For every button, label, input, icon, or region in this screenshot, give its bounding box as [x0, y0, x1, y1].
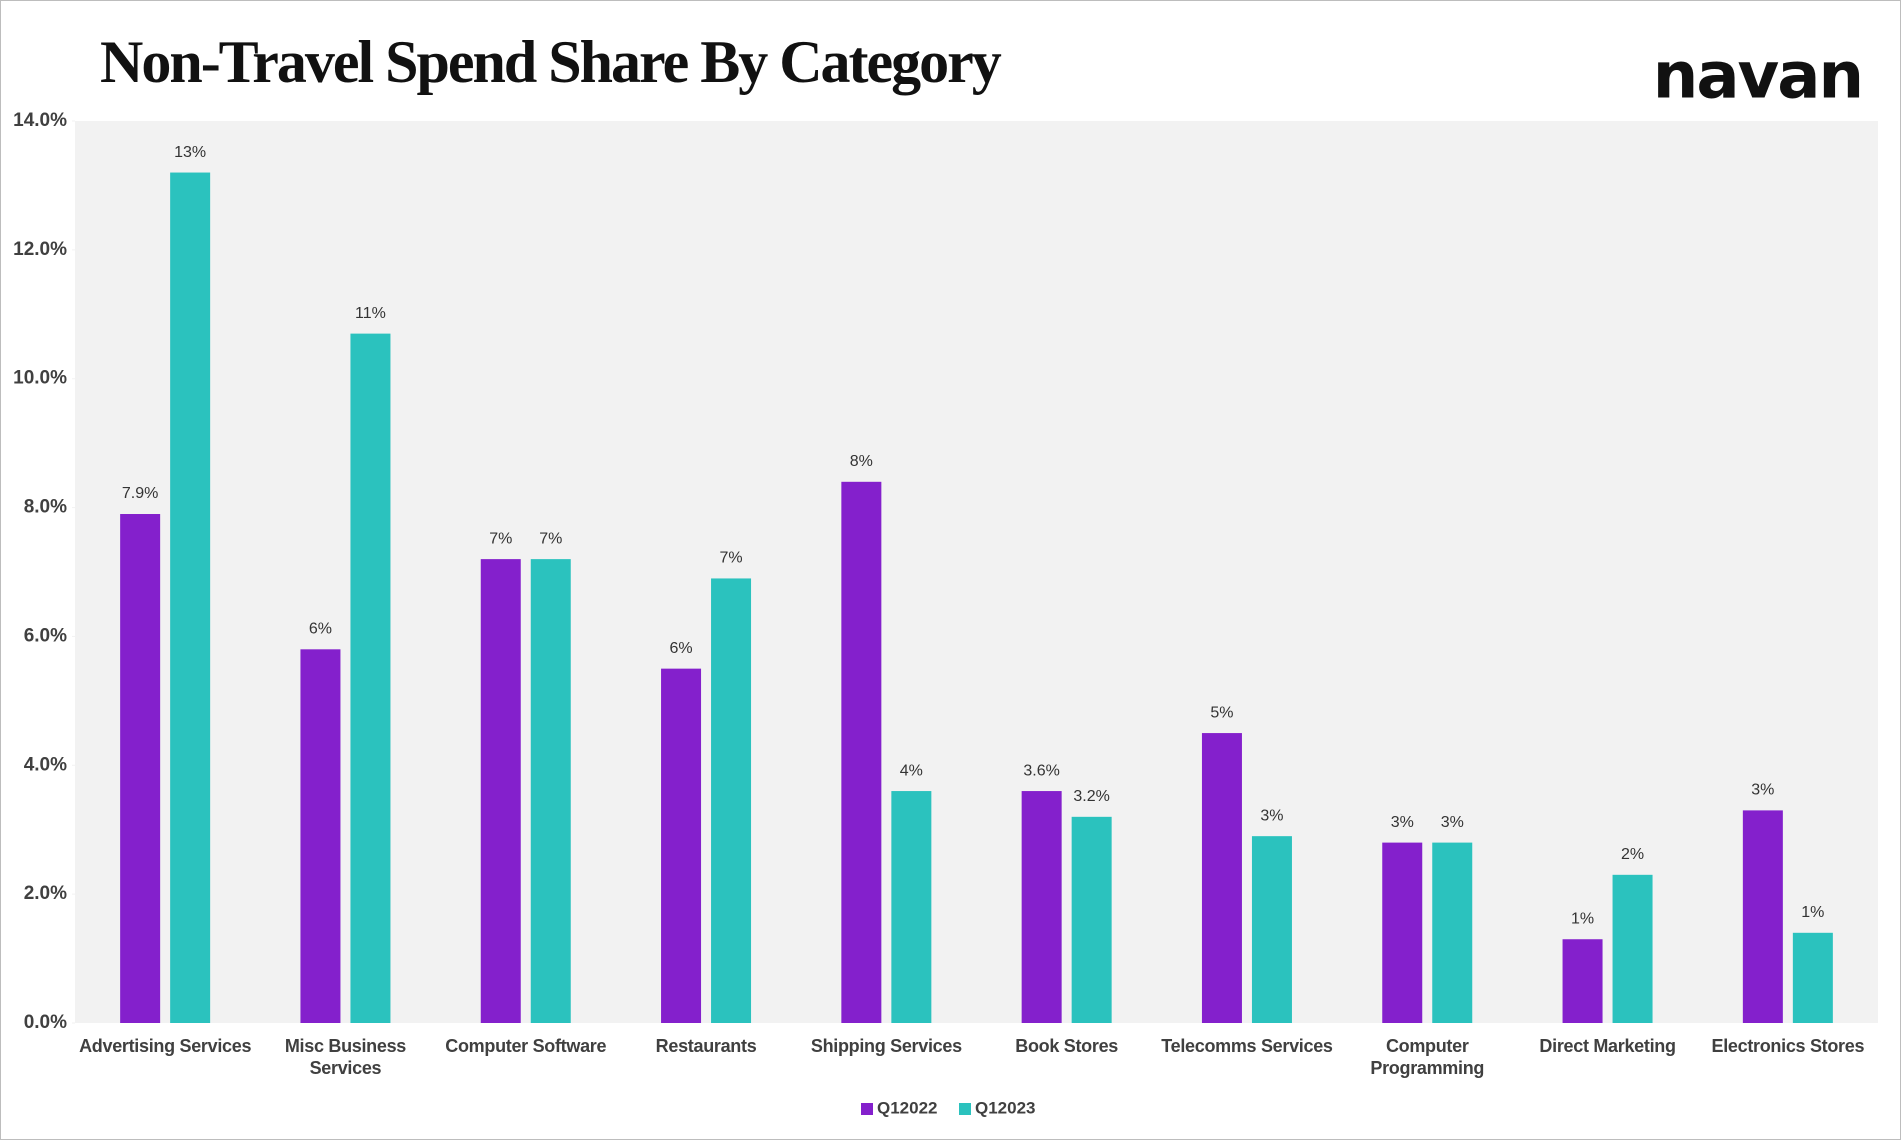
- data-label: 11%: [355, 305, 386, 322]
- data-label: 5%: [1210, 704, 1233, 721]
- data-label: 13%: [174, 144, 206, 161]
- bar: [661, 668, 702, 1023]
- x-tick-label: Restaurants: [655, 1036, 757, 1056]
- bar: [1792, 932, 1833, 1023]
- data-label: 3%: [1751, 782, 1774, 799]
- bar: [350, 333, 391, 1024]
- data-label: 3%: [1441, 814, 1464, 831]
- y-tick-label: 4.0%: [24, 754, 67, 775]
- data-label: 6%: [309, 621, 332, 638]
- data-label: 8%: [850, 453, 873, 470]
- bar: [530, 559, 571, 1023]
- y-tick-label: 10.0%: [13, 368, 67, 389]
- bar: [1742, 810, 1783, 1023]
- plot-area: [75, 121, 1878, 1023]
- data-label: 3.6%: [1023, 762, 1059, 779]
- bar: [1201, 733, 1242, 1023]
- data-label: 3%: [1391, 814, 1414, 831]
- data-label: 1%: [1571, 910, 1594, 927]
- logo: navan: [1653, 40, 1862, 114]
- bar: [1432, 842, 1473, 1023]
- y-tick-label: 6.0%: [24, 625, 67, 646]
- legend-swatch: [959, 1103, 971, 1115]
- x-tick-label: Electronics Stores: [1711, 1036, 1865, 1056]
- bar: [1251, 836, 1292, 1023]
- bar: [1071, 816, 1112, 1023]
- data-label: 3.2%: [1073, 788, 1109, 805]
- data-label: 1%: [1801, 904, 1824, 921]
- bar: [120, 514, 161, 1023]
- x-tick-label: Book Stores: [1015, 1036, 1118, 1056]
- bar: [841, 481, 882, 1023]
- bar: [480, 559, 521, 1023]
- x-tick-label: Advertising Services: [79, 1036, 252, 1056]
- bar: [711, 578, 752, 1023]
- y-tick-label: 14.0%: [13, 110, 67, 131]
- bar: [1562, 939, 1603, 1023]
- legend-label: Q12023: [975, 1098, 1036, 1117]
- data-label: 2%: [1621, 846, 1644, 863]
- data-label: 7%: [719, 550, 742, 567]
- y-tick-label: 0.0%: [24, 1012, 67, 1033]
- y-tick-label: 8.0%: [24, 497, 67, 518]
- legend-swatch: [861, 1103, 873, 1115]
- bar: [891, 791, 932, 1023]
- bar: [300, 649, 341, 1023]
- y-tick-label: 2.0%: [24, 883, 67, 904]
- bar: [1612, 874, 1653, 1023]
- legend-label: Q12022: [877, 1098, 938, 1117]
- chart-title: Non-Travel Spend Share By Category: [100, 29, 1002, 95]
- bar: [1382, 842, 1423, 1023]
- x-tick-label: Direct Marketing: [1539, 1036, 1676, 1056]
- x-tick-label: Computer Software: [445, 1036, 607, 1056]
- data-label: 7.9%: [122, 485, 158, 502]
- bar: [1021, 791, 1062, 1023]
- bar: [170, 172, 211, 1024]
- data-label: 3%: [1260, 807, 1283, 824]
- x-tick-label: Misc Business Services: [284, 1036, 407, 1078]
- y-tick-label: 12.0%: [13, 239, 67, 260]
- data-label: 7%: [539, 530, 562, 547]
- data-label: 6%: [669, 640, 692, 657]
- x-tick-label: Computer Programming: [1370, 1036, 1485, 1078]
- x-tick-label: Telecomms Services: [1161, 1036, 1333, 1056]
- x-tick-label: Shipping Services: [810, 1036, 962, 1056]
- data-label: 7%: [489, 530, 512, 547]
- data-label: 4%: [900, 762, 923, 779]
